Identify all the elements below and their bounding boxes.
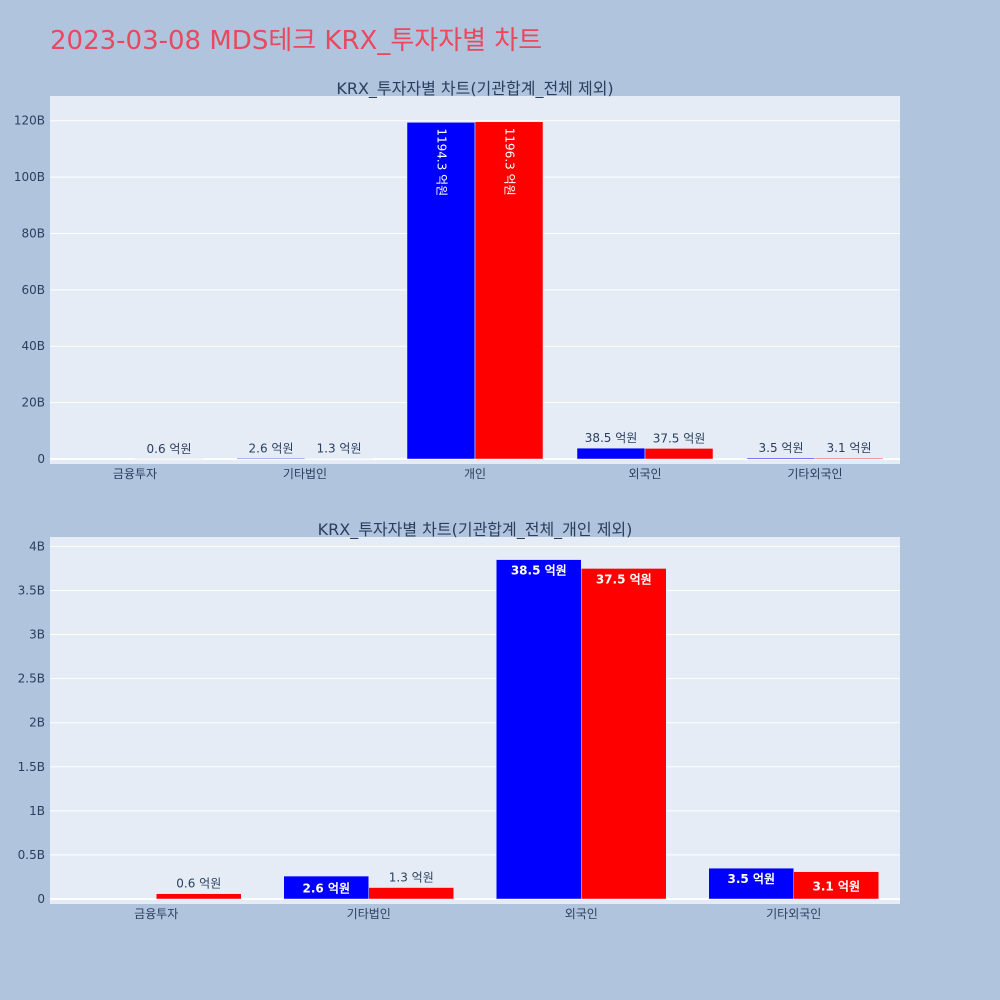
bar-data-label: 0.6 억원 bbox=[147, 442, 192, 456]
y-tick-label: 100B bbox=[14, 170, 45, 184]
chart-title: KRX_투자자별 차트(기관합계_전체 제외) bbox=[336, 79, 613, 99]
chart-1: KRX_투자자별 차트(기관합계_전체 제외) 0 20B 40B 60B 80B 100B… bbox=[14, 79, 900, 481]
y-tick-label: 4B bbox=[29, 539, 45, 553]
chart-title: KRX_투자자별 차트(기관합계_전체_개인 제외) bbox=[318, 520, 633, 540]
bar bbox=[406, 122, 476, 460]
bar-data-label: 3.5 억원 bbox=[727, 872, 775, 886]
bar-data-label: 1.3 억원 bbox=[317, 442, 362, 456]
y-tick-label: 0 bbox=[37, 452, 45, 466]
x-tick-label: 기타외국인 bbox=[766, 907, 821, 921]
y-tick-label: 0.5B bbox=[18, 848, 45, 862]
y-tick-label: 1.5B bbox=[18, 760, 45, 774]
bar-data-label: 37.5 억원 bbox=[596, 572, 652, 586]
bar-data-label: 37.5 억원 bbox=[653, 431, 706, 445]
bar bbox=[644, 448, 714, 460]
bar-data-label: 1194.3 억원 bbox=[435, 128, 449, 196]
y-tick-label: 0 bbox=[37, 892, 45, 906]
bar-data-label: 2.6 억원 bbox=[249, 441, 294, 455]
x-tick-label: 외국인 bbox=[565, 907, 598, 921]
x-tick-label: 개인 bbox=[464, 467, 486, 481]
y-tick-label: 40B bbox=[21, 339, 45, 353]
page-title: 2023-03-08 MDS테크 KRX_투자자별 차트 bbox=[50, 26, 542, 56]
x-tick-label: 금융투자 bbox=[113, 467, 157, 481]
bar bbox=[793, 871, 879, 900]
bar bbox=[236, 458, 306, 460]
x-tick-label: 금융투자 bbox=[134, 907, 178, 921]
y-tick-label: 60B bbox=[21, 283, 45, 297]
bar bbox=[496, 559, 582, 900]
bar bbox=[581, 568, 667, 900]
bar bbox=[474, 121, 544, 460]
bar-data-label: 1196.3 억원 bbox=[503, 128, 517, 196]
plot-area bbox=[50, 537, 900, 904]
x-tick-label: 기타외국인 bbox=[787, 467, 842, 481]
bar-data-label: 0.6 억원 bbox=[176, 877, 221, 891]
bar-data-label: 3.1 억원 bbox=[827, 441, 872, 455]
x-tick-label: 기타법인 bbox=[283, 467, 327, 481]
y-tick-label: 2B bbox=[29, 716, 45, 730]
bar bbox=[368, 887, 454, 900]
bar-data-label: 3.5 억원 bbox=[759, 441, 804, 455]
x-tick-label: 외국인 bbox=[628, 467, 661, 481]
bar-data-label: 2.6 억원 bbox=[302, 882, 350, 896]
bar bbox=[746, 457, 816, 460]
y-tick-label: 120B bbox=[14, 114, 45, 128]
x-tick-label: 기타법인 bbox=[347, 907, 391, 921]
bar bbox=[708, 867, 794, 900]
y-tick-label: 3B bbox=[29, 628, 45, 642]
bar-data-label: 38.5 억원 bbox=[511, 564, 567, 578]
bar-data-label: 38.5 억원 bbox=[585, 431, 638, 445]
y-tick-label: 1B bbox=[29, 804, 45, 818]
y-tick-label: 20B bbox=[21, 396, 45, 410]
bar bbox=[814, 457, 884, 460]
bar-data-label: 1.3 억원 bbox=[389, 871, 434, 885]
y-tick-label: 80B bbox=[21, 226, 45, 240]
y-tick-label: 2.5B bbox=[18, 672, 45, 686]
bar-data-label: 3.1 억원 bbox=[812, 879, 860, 893]
chart-2: KRX_투자자별 차트(기관합계_전체_개인 제외) 0 0.5B 1B 1.5B 2B 2… bbox=[18, 520, 900, 921]
bar bbox=[576, 447, 646, 460]
bar bbox=[156, 893, 242, 900]
y-tick-label: 3.5B bbox=[18, 583, 45, 597]
